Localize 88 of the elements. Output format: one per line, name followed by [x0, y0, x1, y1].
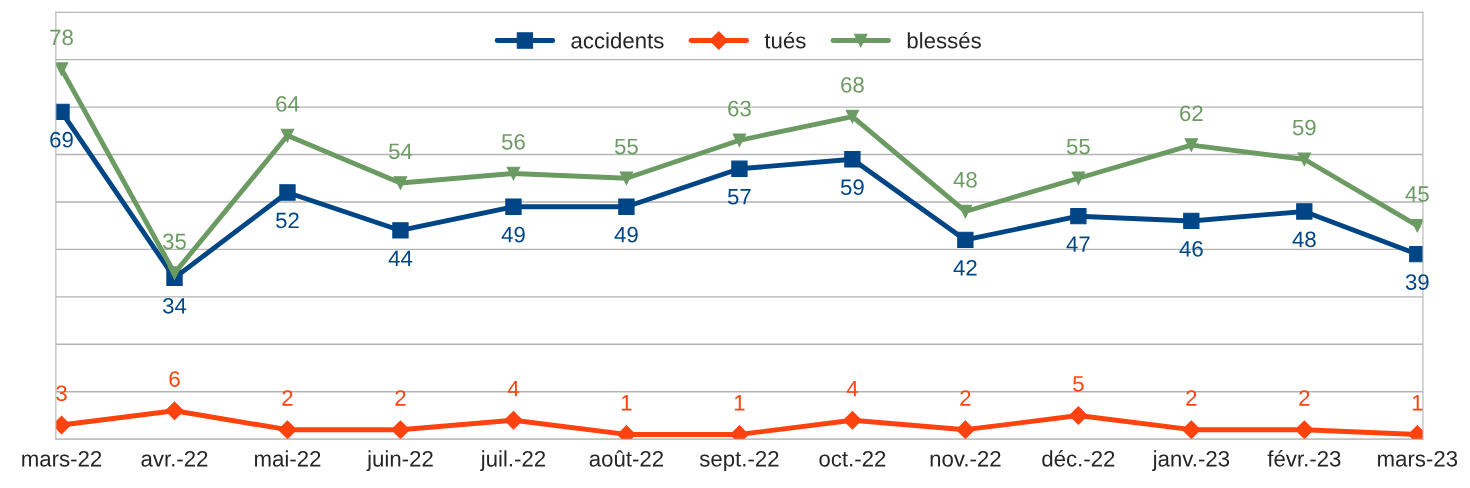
- data-label: 2: [1299, 390, 1310, 406]
- data-label: 4: [846, 380, 858, 397]
- point: [1071, 171, 1086, 186]
- x-tick-label: juil.-22: [480, 450, 546, 472]
- x-tick-label: oct.-22: [819, 450, 886, 467]
- x-tick-label: mars-23: [1378, 450, 1458, 467]
- data-label: 56: [501, 133, 525, 150]
- data-label: 2: [395, 390, 406, 406]
- point: [279, 184, 296, 201]
- data-label: 55: [614, 138, 638, 155]
- data-label: 49: [501, 226, 525, 243]
- data-label: 68: [841, 77, 864, 93]
- data-label: 44: [388, 250, 413, 266]
- data-label: 57: [727, 189, 751, 205]
- point: [505, 198, 522, 215]
- point: [958, 204, 973, 219]
- data-label: 2: [1186, 390, 1197, 406]
- legend-label: blessés: [907, 31, 981, 49]
- point: [1294, 420, 1314, 440]
- point: [392, 222, 409, 239]
- data-label: 64: [276, 95, 300, 112]
- data-label: 54: [388, 143, 413, 160]
- x-tick-label: août-22: [589, 450, 663, 467]
- x-tick-label: juin-22: [366, 450, 433, 472]
- x-tick-label: nov.-22: [930, 450, 1001, 467]
- x-tick-label: mai-22: [254, 450, 321, 467]
- point: [845, 109, 860, 124]
- data-label: 6: [169, 371, 180, 387]
- point: [956, 420, 975, 440]
- data-label: 34: [162, 297, 187, 314]
- point: [843, 410, 862, 430]
- point: [731, 160, 748, 177]
- x-tick-label: sept.-22: [699, 450, 779, 472]
- data-label: 78: [50, 29, 73, 46]
- data-label: 2: [960, 390, 971, 406]
- point: [1070, 208, 1087, 225]
- data-label: 52: [276, 212, 299, 229]
- data-label: 5: [1073, 376, 1084, 392]
- point: [1296, 203, 1313, 220]
- point: [618, 198, 635, 215]
- data-label: 59: [840, 179, 864, 196]
- data-label: 69: [50, 131, 73, 148]
- point: [1410, 218, 1423, 233]
- data-label: 4: [507, 380, 519, 397]
- point: [1297, 152, 1312, 167]
- data-label: 42: [953, 259, 977, 276]
- point: [732, 133, 747, 148]
- data-label: 49: [614, 226, 638, 243]
- point: [167, 266, 182, 280]
- x-tick-label: déc.-22: [1042, 450, 1115, 467]
- data-label: 46: [1179, 240, 1203, 257]
- data-label: 48: [953, 171, 977, 188]
- point: [280, 128, 295, 143]
- data-label: 2: [282, 390, 293, 406]
- point: [1069, 406, 1088, 425]
- x-tick-label: janv.-23: [1152, 450, 1230, 472]
- point: [506, 166, 521, 181]
- data-label: 1: [621, 395, 632, 411]
- point: [393, 176, 408, 190]
- data-label: 35: [162, 233, 186, 250]
- data-label: 63: [728, 100, 751, 117]
- point: [391, 420, 410, 440]
- point: [619, 171, 634, 186]
- x-tick-label: févr.-23: [1267, 450, 1341, 467]
- point: [504, 410, 523, 430]
- data-label: 48: [1292, 231, 1316, 248]
- data-label: 47: [1066, 236, 1090, 252]
- x-tick-label: avr.-22: [141, 450, 208, 467]
- data-label: 62: [1180, 105, 1203, 122]
- point: [278, 420, 297, 440]
- data-label: 39: [1405, 274, 1429, 290]
- point: [844, 151, 861, 168]
- data-label: 1: [734, 395, 745, 411]
- data-label: 3: [56, 385, 67, 402]
- point: [1184, 138, 1199, 152]
- point: [55, 62, 69, 76]
- point: [1181, 420, 1201, 440]
- point: [1183, 212, 1200, 230]
- x-tick-label: mars-22: [22, 450, 102, 467]
- legend-label: accidents: [571, 32, 664, 49]
- point: [957, 231, 974, 249]
- data-label: 1: [1412, 395, 1423, 411]
- data-label: 45: [1405, 186, 1429, 202]
- legend-label: tués: [764, 31, 806, 49]
- data-label: 55: [1066, 138, 1090, 155]
- point: [55, 103, 70, 120]
- point: [165, 401, 184, 421]
- data-label: 59: [1292, 119, 1316, 136]
